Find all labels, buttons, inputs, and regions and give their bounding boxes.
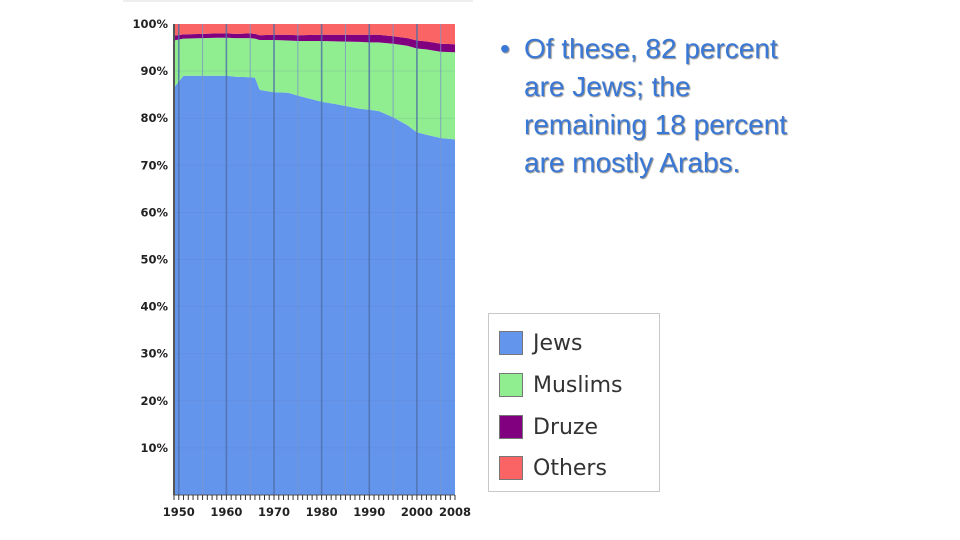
gridlines bbox=[173, 24, 455, 496]
y-tick-label: 50% bbox=[140, 253, 168, 267]
legend-label-muslims: Muslims bbox=[533, 372, 623, 398]
legend-item-jews: Jews bbox=[499, 330, 582, 356]
area-muslims bbox=[174, 37, 455, 140]
y-tick-label: 40% bbox=[140, 300, 168, 314]
area-druze bbox=[174, 33, 455, 53]
slide-bullet: • Of these, 82 percent are Jews; the rem… bbox=[500, 30, 810, 182]
legend-label-druze: Druze bbox=[533, 414, 599, 440]
x-tick-label: 1970 bbox=[258, 505, 290, 519]
y-tick-label: 10% bbox=[140, 441, 168, 455]
legend-item-druze: Druze bbox=[499, 414, 598, 440]
bullet-dot: • bbox=[500, 33, 510, 64]
y-tick-label: 60% bbox=[140, 205, 168, 219]
legend-swatch-others bbox=[499, 456, 523, 480]
x-tick-label: 1990 bbox=[353, 505, 385, 519]
area-jews bbox=[174, 75, 455, 496]
legend-item-others: Others bbox=[499, 455, 607, 481]
x-axis-labels: 1950 1960 1970 1980 1990 2000 2008 bbox=[163, 505, 471, 519]
x-tick-label: 2000 bbox=[401, 505, 433, 519]
x-tick-label: 1980 bbox=[306, 505, 338, 519]
y-axis-labels: 10% 20% 30% 40% 50% 60% 70% 80% 90% 100% bbox=[132, 17, 168, 455]
x-tick-label: 1960 bbox=[210, 505, 242, 519]
legend-label-jews: Jews bbox=[533, 330, 583, 356]
y-tick-label: 80% bbox=[140, 111, 168, 125]
y-tick-label: 30% bbox=[140, 347, 168, 361]
area-series-group bbox=[174, 24, 455, 496]
y-tick-label: 90% bbox=[140, 64, 168, 78]
legend-item-muslims: Muslims bbox=[499, 372, 623, 398]
legend-swatch-druze bbox=[499, 415, 523, 439]
y-tick-label: 70% bbox=[140, 158, 168, 172]
chart-legend: Jews Muslims Druze Others bbox=[488, 313, 660, 492]
chart-top-border bbox=[123, 0, 473, 2]
legend-swatch-muslims bbox=[499, 373, 523, 397]
x-minor-ticks bbox=[173, 495, 456, 500]
slide-bullet-text: Of these, 82 percent are Jews; the remai… bbox=[524, 33, 788, 178]
legend-label-others: Others bbox=[533, 455, 607, 481]
area-others bbox=[174, 24, 455, 45]
y-tick-label: 20% bbox=[140, 394, 168, 408]
x-tick-label: 2008 bbox=[439, 505, 471, 519]
y-tick-label: 100% bbox=[132, 17, 168, 31]
legend-swatch-jews bbox=[499, 331, 523, 355]
x-tick-label: 1950 bbox=[163, 505, 195, 519]
